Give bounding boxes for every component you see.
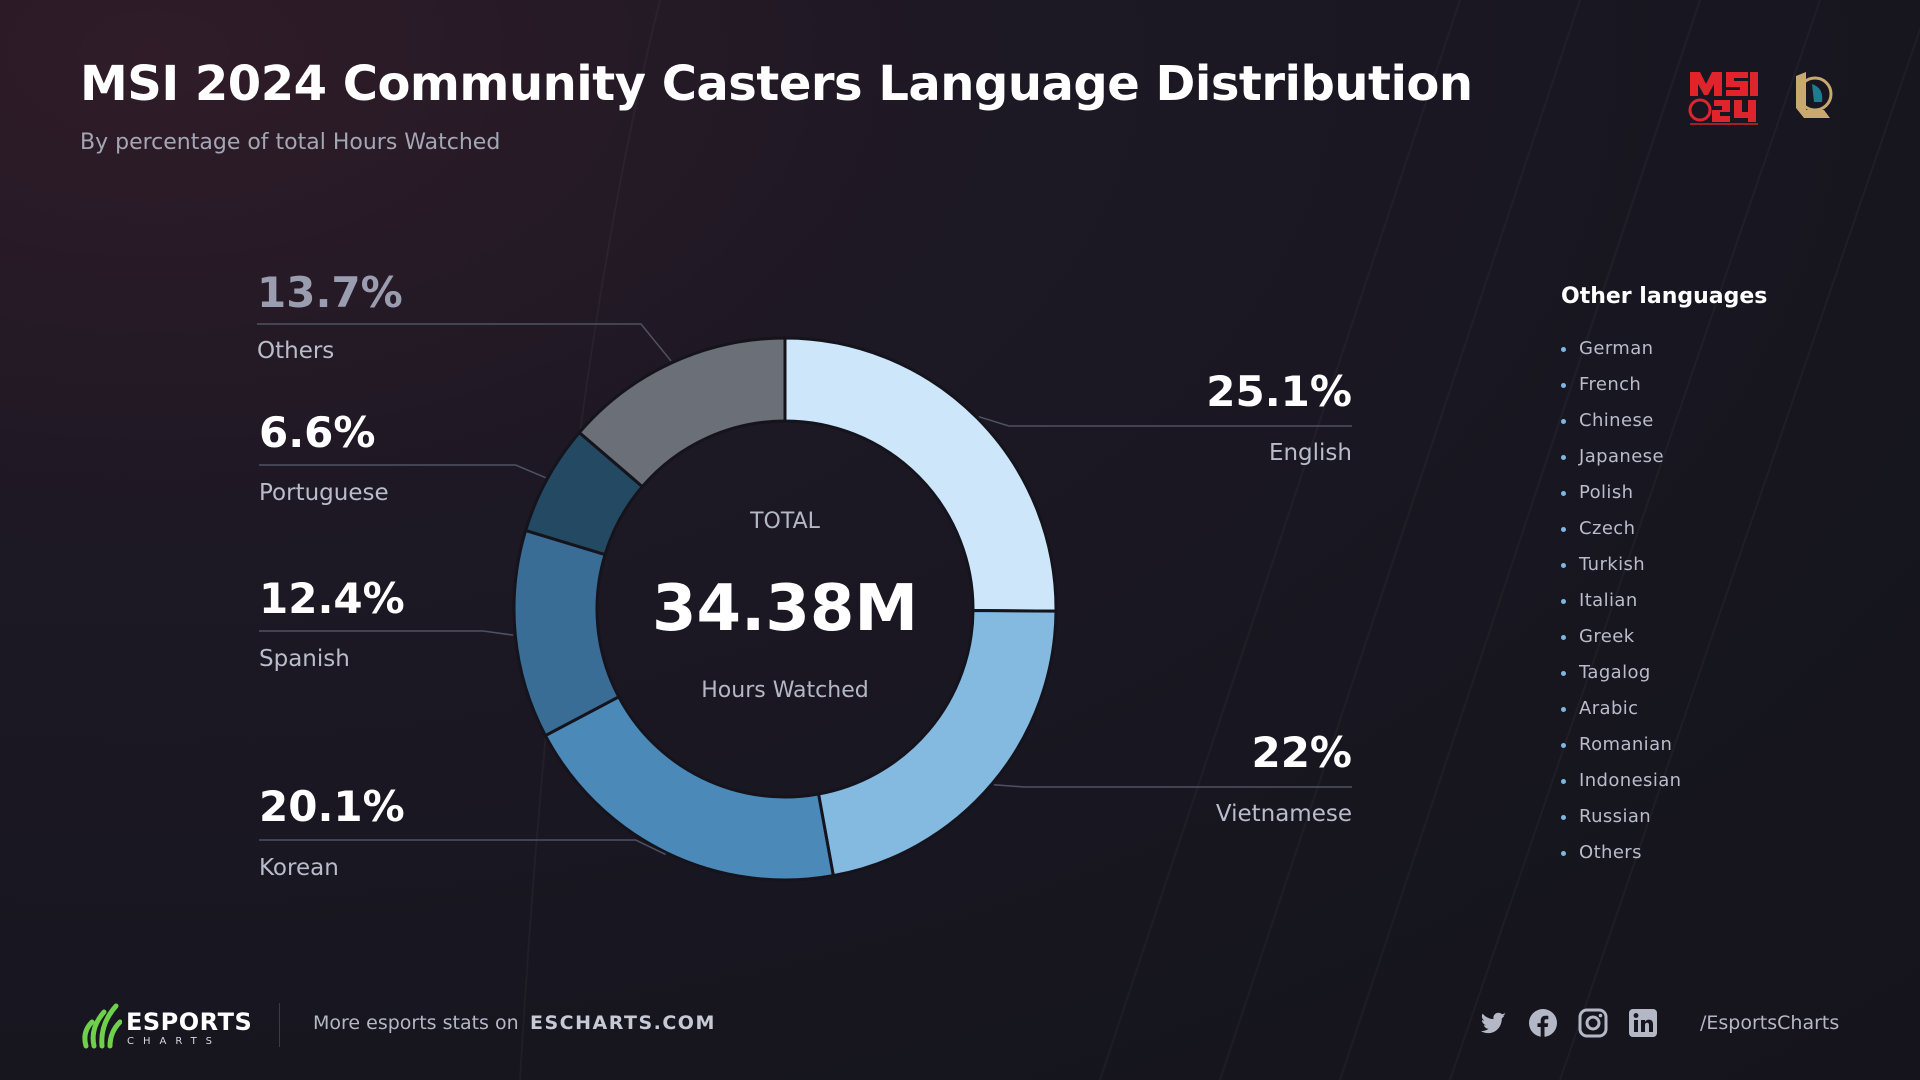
twitter-icon[interactable] [1478, 1008, 1508, 1038]
leader-line-vietnamese [993, 784, 1352, 788]
other-languages-title: Other languages [1561, 284, 1768, 309]
donut-slice-english [783, 336, 1058, 613]
slice-percent-english: 25.1% [1206, 367, 1352, 416]
other-language-item: Turkish [1561, 547, 1767, 583]
social-handle[interactable]: /EsportsCharts [1700, 1012, 1840, 1034]
page-subtitle: By percentage of total Hours Watched [80, 130, 501, 155]
facebook-icon[interactable] [1528, 1008, 1558, 1038]
slice-label-portuguese: Portuguese [259, 480, 389, 506]
msi-logo [1688, 72, 1758, 125]
footer-divider [279, 1003, 280, 1047]
leader-line-korean [259, 839, 666, 856]
other-language-item: Polish [1561, 475, 1767, 511]
leader-line-others [257, 323, 672, 362]
other-language-item: Tagalog [1561, 655, 1767, 691]
brand-sub: CHARTS [127, 1036, 222, 1047]
other-languages-panel: Other languages German French Chinese Japan… [1561, 284, 1767, 871]
slice-label-english: English [1269, 440, 1352, 466]
leader-line-english [978, 416, 1352, 427]
esports-charts-logo-icon[interactable] [80, 1002, 122, 1050]
other-language-item: German [1561, 331, 1767, 367]
brand-name[interactable]: ESPORTS [126, 1008, 253, 1036]
leader-line-portuguese [259, 464, 546, 479]
donut-slice-spanish [512, 528, 621, 738]
other-language-item: Arabic [1561, 691, 1767, 727]
donut-slice-vietnamese [816, 608, 1058, 878]
slice-label-vietnamese: Vietnamese [1216, 801, 1352, 827]
other-language-item: Japanese [1561, 439, 1767, 475]
more-stats-text: More esports stats on [313, 1012, 519, 1034]
slice-percent-vietnamese: 22% [1251, 728, 1352, 777]
other-language-item: French [1561, 367, 1767, 403]
slice-label-others: Others [257, 338, 334, 364]
other-language-item: Czech [1561, 511, 1767, 547]
slice-percent-spanish: 12.4% [259, 574, 405, 623]
leader-line-spanish [259, 630, 514, 636]
other-language-item: Greek [1561, 619, 1767, 655]
center-unit-label: Hours Watched [701, 678, 868, 703]
other-language-item: Russian [1561, 799, 1767, 835]
linkedin-icon[interactable] [1628, 1008, 1658, 1038]
slice-percent-others: 13.7% [257, 268, 403, 317]
instagram-icon[interactable] [1578, 1008, 1608, 1038]
other-language-item: Italian [1561, 583, 1767, 619]
other-language-item: Chinese [1561, 403, 1767, 439]
center-total-value: 34.38M [652, 572, 918, 646]
donut-slice-korean [543, 694, 836, 882]
other-language-item: Indonesian [1561, 763, 1767, 799]
slice-percent-korean: 20.1% [259, 782, 405, 831]
slice-percent-portuguese: 6.6% [259, 408, 375, 457]
page-title: MSI 2024 Community Casters Language Dist… [80, 56, 1473, 112]
donut-slice-others [577, 336, 787, 489]
other-languages-list: German French Chinese Japanese Polish Czech Tu… [1561, 331, 1767, 871]
slice-label-spanish: Spanish [259, 646, 350, 672]
escharts-link[interactable]: ESCHARTS.COM [530, 1012, 716, 1034]
other-language-item: Others [1561, 835, 1767, 871]
other-language-item: Romanian [1561, 727, 1767, 763]
slice-label-korean: Korean [259, 855, 339, 881]
league-of-legends-logo [1796, 72, 1833, 118]
center-total-label: TOTAL [749, 509, 821, 534]
